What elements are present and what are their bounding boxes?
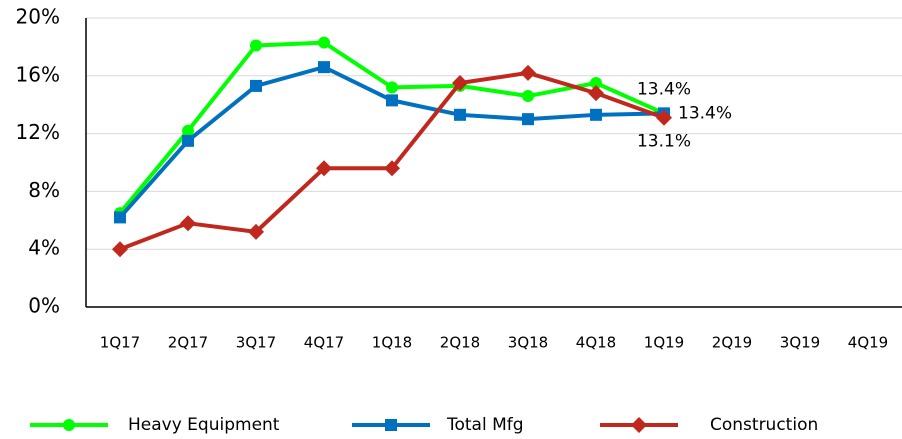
data-point (386, 81, 398, 94)
data-point (250, 79, 262, 92)
y-tick-label: 8% (28, 178, 60, 202)
x-tick-label: 3Q18 (508, 334, 548, 352)
data-point (656, 109, 672, 126)
data-point (114, 211, 126, 224)
y-tick-label: 16% (16, 62, 60, 86)
y-tick-label: 4% (28, 236, 60, 260)
data-label: 13.4% (678, 103, 732, 123)
data-point (522, 113, 534, 126)
data-point (248, 223, 264, 240)
x-tick-label: 3Q19 (780, 334, 820, 352)
data-point (520, 64, 536, 81)
data-point (318, 36, 330, 49)
legend-label: Total Mfg (446, 415, 524, 435)
data-label: 13.4% (637, 79, 691, 99)
y-tick-label: 12% (16, 120, 60, 144)
legend-marker (385, 419, 397, 431)
x-tick-label: 1Q19 (644, 334, 684, 352)
data-point (452, 75, 468, 92)
data-point (386, 94, 398, 107)
data-point (454, 108, 466, 121)
x-tick-label: 1Q17 (100, 334, 140, 352)
data-point (522, 90, 534, 103)
data-point (250, 39, 262, 52)
x-tick-label: 2Q18 (440, 334, 480, 352)
data-point (590, 108, 602, 121)
data-point (316, 160, 332, 177)
data-point (182, 124, 194, 137)
legend-marker (631, 417, 647, 433)
data-point (588, 85, 604, 102)
data-point (112, 241, 128, 258)
x-tick-label: 2Q19 (712, 334, 752, 352)
legend-label: Construction (710, 415, 818, 435)
data-label: 13.1% (637, 132, 691, 152)
x-tick-label: 4Q18 (576, 334, 616, 352)
legend-label: Heavy Equipment (128, 415, 280, 435)
y-tick-label: 0% (28, 294, 60, 318)
data-point (180, 215, 196, 232)
y-tick-label: 20% (16, 5, 60, 29)
x-tick-label: 2Q17 (168, 334, 208, 352)
x-tick-label: 1Q18 (372, 334, 412, 352)
data-point (318, 61, 330, 74)
data-point (590, 77, 602, 90)
legend-marker (63, 419, 75, 431)
data-point (384, 160, 400, 177)
x-tick-label: 4Q17 (304, 334, 344, 352)
data-point (182, 134, 194, 147)
x-tick-label: 4Q19 (848, 334, 888, 352)
x-tick-label: 3Q17 (236, 334, 276, 352)
